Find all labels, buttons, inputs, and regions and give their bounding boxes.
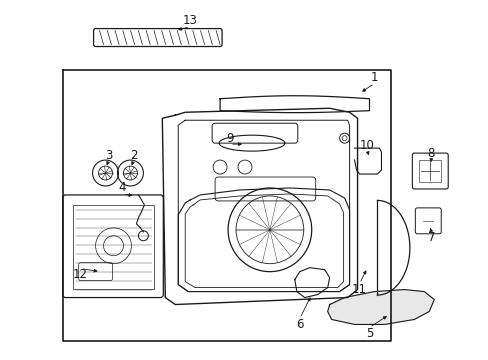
Bar [419, 160, 440, 182]
Text: 6: 6 [295, 318, 303, 331]
Text: 12: 12 [73, 268, 88, 281]
Text: 13: 13 [183, 14, 197, 27]
Text: 10: 10 [359, 139, 374, 152]
Bar [73, 205, 154, 289]
Text: 5: 5 [365, 327, 372, 340]
Text: 8: 8 [427, 147, 434, 159]
Text: 9: 9 [226, 132, 233, 145]
Text: 11: 11 [351, 283, 366, 296]
Text: 7: 7 [427, 231, 434, 244]
Text: 4: 4 [119, 181, 126, 194]
Text: 2: 2 [129, 149, 137, 162]
Text: 1: 1 [370, 71, 378, 84]
Text: 3: 3 [104, 149, 112, 162]
Polygon shape [327, 289, 433, 324]
